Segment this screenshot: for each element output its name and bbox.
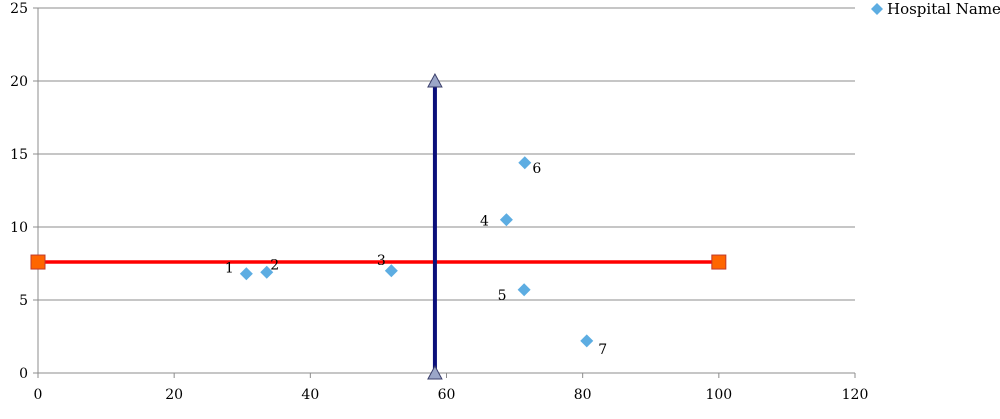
x-tick-label: 0	[34, 387, 43, 403]
gridlines	[38, 7, 855, 301]
point-label: 3	[377, 253, 386, 269]
x-tick-label: 100	[705, 387, 732, 403]
x-tick-label: 60	[438, 387, 456, 403]
y-tick-label: 0	[19, 366, 28, 382]
point-label: 5	[498, 288, 507, 304]
legend-marker	[871, 3, 883, 15]
point-labels: 1 2 3 4 5 6 7	[225, 161, 607, 358]
x-tick-label: 20	[165, 387, 183, 403]
legend-label: Hospital Name	[887, 0, 1000, 18]
y-tick-label: 5	[19, 293, 28, 309]
data-points	[239, 156, 594, 348]
point-label: 1	[225, 261, 234, 277]
reference-lines	[30, 72, 727, 380]
point-label: 4	[480, 214, 489, 230]
triangle-endpoint-marker	[427, 72, 443, 88]
data-point	[239, 267, 253, 281]
point-label: 2	[270, 257, 279, 273]
y-tick-label: 25	[10, 1, 28, 17]
legend: Hospital Name	[871, 0, 1000, 18]
square-endpoint-marker	[711, 254, 727, 270]
point-label: 7	[598, 342, 607, 358]
x-tick-label: 120	[842, 387, 869, 403]
y-tick-label: 20	[10, 74, 28, 90]
data-point	[580, 334, 594, 348]
x-tick-label: 80	[574, 387, 592, 403]
x-tick-label: 40	[301, 387, 319, 403]
data-point	[260, 265, 274, 279]
y-tick-label: 15	[10, 147, 28, 163]
square-endpoint-marker	[30, 254, 46, 270]
data-point	[499, 213, 513, 227]
triangle-endpoint-marker	[427, 364, 443, 380]
data-point	[518, 156, 532, 170]
axes	[33, 7, 856, 378]
data-point	[384, 264, 398, 278]
data-point	[517, 283, 531, 297]
y-tick-label: 10	[10, 220, 28, 236]
point-label: 6	[532, 161, 541, 177]
